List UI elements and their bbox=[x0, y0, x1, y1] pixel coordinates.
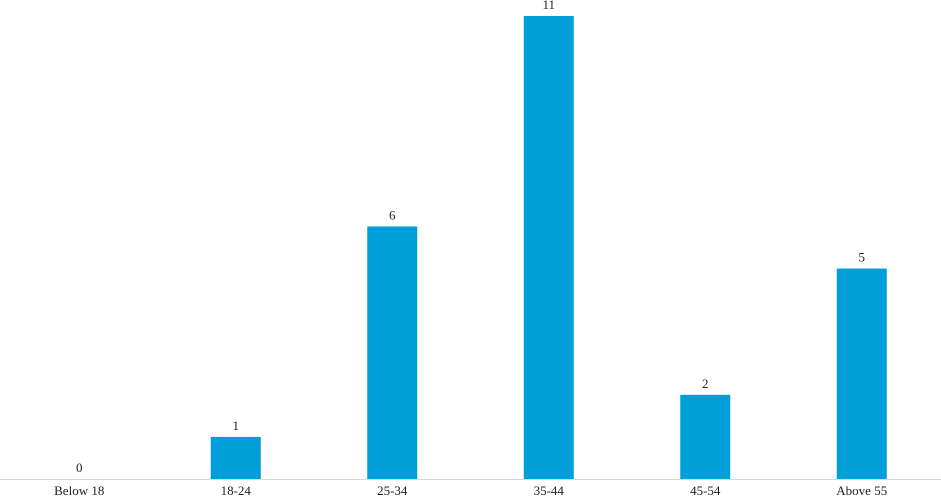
x-tick-label: 18-24 bbox=[221, 483, 252, 498]
data-label: 6 bbox=[389, 207, 396, 222]
bar bbox=[367, 226, 418, 479]
data-label: 11 bbox=[542, 0, 555, 12]
data-label: 2 bbox=[702, 376, 709, 391]
x-tick-label: Below 18 bbox=[54, 483, 104, 498]
x-tick-label: 25-34 bbox=[377, 483, 408, 498]
data-label: 0 bbox=[76, 460, 83, 475]
x-tick-label: Above 55 bbox=[836, 483, 887, 498]
data-label: 1 bbox=[233, 418, 240, 433]
bar bbox=[523, 16, 574, 479]
data-label: 5 bbox=[859, 250, 866, 265]
bar bbox=[836, 268, 887, 479]
x-tick-label: 45-54 bbox=[690, 483, 721, 498]
x-tick-label: 35-44 bbox=[534, 483, 565, 498]
bar bbox=[210, 436, 261, 479]
bar bbox=[680, 394, 731, 479]
